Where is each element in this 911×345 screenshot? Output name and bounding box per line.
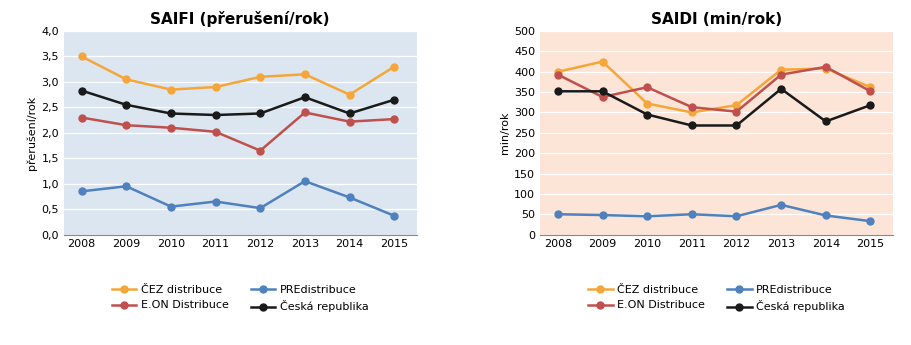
- Česká republika: [775, 87, 786, 91]
- E.ON Distribuce: [641, 85, 652, 89]
- Česká republika: [255, 111, 266, 116]
- E.ON Distribuce: [389, 117, 400, 121]
- ČEZ distribuce: [775, 68, 786, 72]
- Česká republika: [820, 119, 831, 124]
- Line: Česká republika: Česká republika: [78, 87, 398, 118]
- Česká republika: [641, 112, 652, 117]
- Line: E.ON Distribuce: E.ON Distribuce: [78, 109, 398, 154]
- Česká republika: [731, 124, 742, 128]
- Česká republika: [389, 98, 400, 102]
- Česká republika: [210, 113, 221, 117]
- E.ON Distribuce: [775, 72, 786, 77]
- PREdistribuce: [552, 212, 563, 216]
- PREdistribuce: [389, 214, 400, 218]
- ČEZ distribuce: [552, 70, 563, 74]
- ČEZ distribuce: [77, 55, 87, 59]
- E.ON Distribuce: [77, 116, 87, 120]
- Y-axis label: min/rok: min/rok: [500, 111, 510, 154]
- PREdistribuce: [255, 206, 266, 210]
- Line: E.ON Distribuce: E.ON Distribuce: [555, 63, 874, 115]
- Česká republika: [344, 111, 355, 116]
- Title: SAIDI (min/rok): SAIDI (min/rok): [650, 12, 782, 27]
- Line: ČEZ distribuce: ČEZ distribuce: [555, 58, 874, 116]
- ČEZ distribuce: [865, 85, 875, 89]
- PREdistribuce: [210, 199, 221, 204]
- E.ON Distribuce: [820, 65, 831, 69]
- PREdistribuce: [865, 219, 875, 223]
- E.ON Distribuce: [300, 110, 311, 115]
- Line: PREdistribuce: PREdistribuce: [555, 201, 874, 225]
- PREdistribuce: [344, 195, 355, 199]
- PREdistribuce: [300, 179, 311, 183]
- Line: ČEZ distribuce: ČEZ distribuce: [78, 53, 398, 98]
- Česká republika: [77, 89, 87, 93]
- Česká republika: [121, 103, 132, 107]
- E.ON Distribuce: [865, 89, 875, 93]
- PREdistribuce: [686, 212, 697, 216]
- ČEZ distribuce: [389, 65, 400, 69]
- ČEZ distribuce: [210, 85, 221, 89]
- E.ON Distribuce: [344, 120, 355, 124]
- PREdistribuce: [597, 213, 608, 217]
- E.ON Distribuce: [210, 130, 221, 134]
- ČEZ distribuce: [121, 77, 132, 81]
- Česká republika: [166, 111, 177, 116]
- E.ON Distribuce: [121, 123, 132, 127]
- ČEZ distribuce: [597, 59, 608, 63]
- PREdistribuce: [731, 214, 742, 218]
- Česká republika: [686, 124, 697, 128]
- E.ON Distribuce: [731, 110, 742, 114]
- Legend: ČEZ distribuce, E.ON Distribuce, PREdistribuce, Česká republika: ČEZ distribuce, E.ON Distribuce, PREdist…: [589, 285, 844, 313]
- ČEZ distribuce: [686, 110, 697, 115]
- Česká republika: [597, 89, 608, 93]
- Legend: ČEZ distribuce, E.ON Distribuce, PREdistribuce, Česká republika: ČEZ distribuce, E.ON Distribuce, PREdist…: [112, 285, 368, 313]
- Česká republika: [865, 103, 875, 107]
- PREdistribuce: [121, 184, 132, 188]
- Title: SAIFI (přerušení/rok): SAIFI (přerušení/rok): [150, 11, 330, 27]
- ČEZ distribuce: [731, 103, 742, 107]
- Line: Česká republika: Česká republika: [555, 85, 874, 129]
- ČEZ distribuce: [255, 75, 266, 79]
- Line: PREdistribuce: PREdistribuce: [78, 178, 398, 219]
- E.ON Distribuce: [166, 126, 177, 130]
- PREdistribuce: [77, 189, 87, 194]
- E.ON Distribuce: [686, 105, 697, 109]
- PREdistribuce: [166, 205, 177, 209]
- ČEZ distribuce: [344, 92, 355, 97]
- Česká republika: [552, 89, 563, 93]
- E.ON Distribuce: [255, 149, 266, 153]
- PREdistribuce: [820, 214, 831, 218]
- ČEZ distribuce: [820, 67, 831, 71]
- ČEZ distribuce: [166, 88, 177, 92]
- PREdistribuce: [641, 214, 652, 218]
- Y-axis label: přerušení/rok: přerušení/rok: [26, 96, 37, 170]
- E.ON Distribuce: [552, 72, 563, 77]
- PREdistribuce: [775, 203, 786, 207]
- E.ON Distribuce: [597, 95, 608, 99]
- ČEZ distribuce: [641, 101, 652, 106]
- Česká republika: [300, 95, 311, 99]
- ČEZ distribuce: [300, 72, 311, 76]
